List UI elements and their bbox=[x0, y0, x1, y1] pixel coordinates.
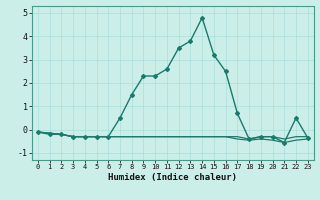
X-axis label: Humidex (Indice chaleur): Humidex (Indice chaleur) bbox=[108, 173, 237, 182]
